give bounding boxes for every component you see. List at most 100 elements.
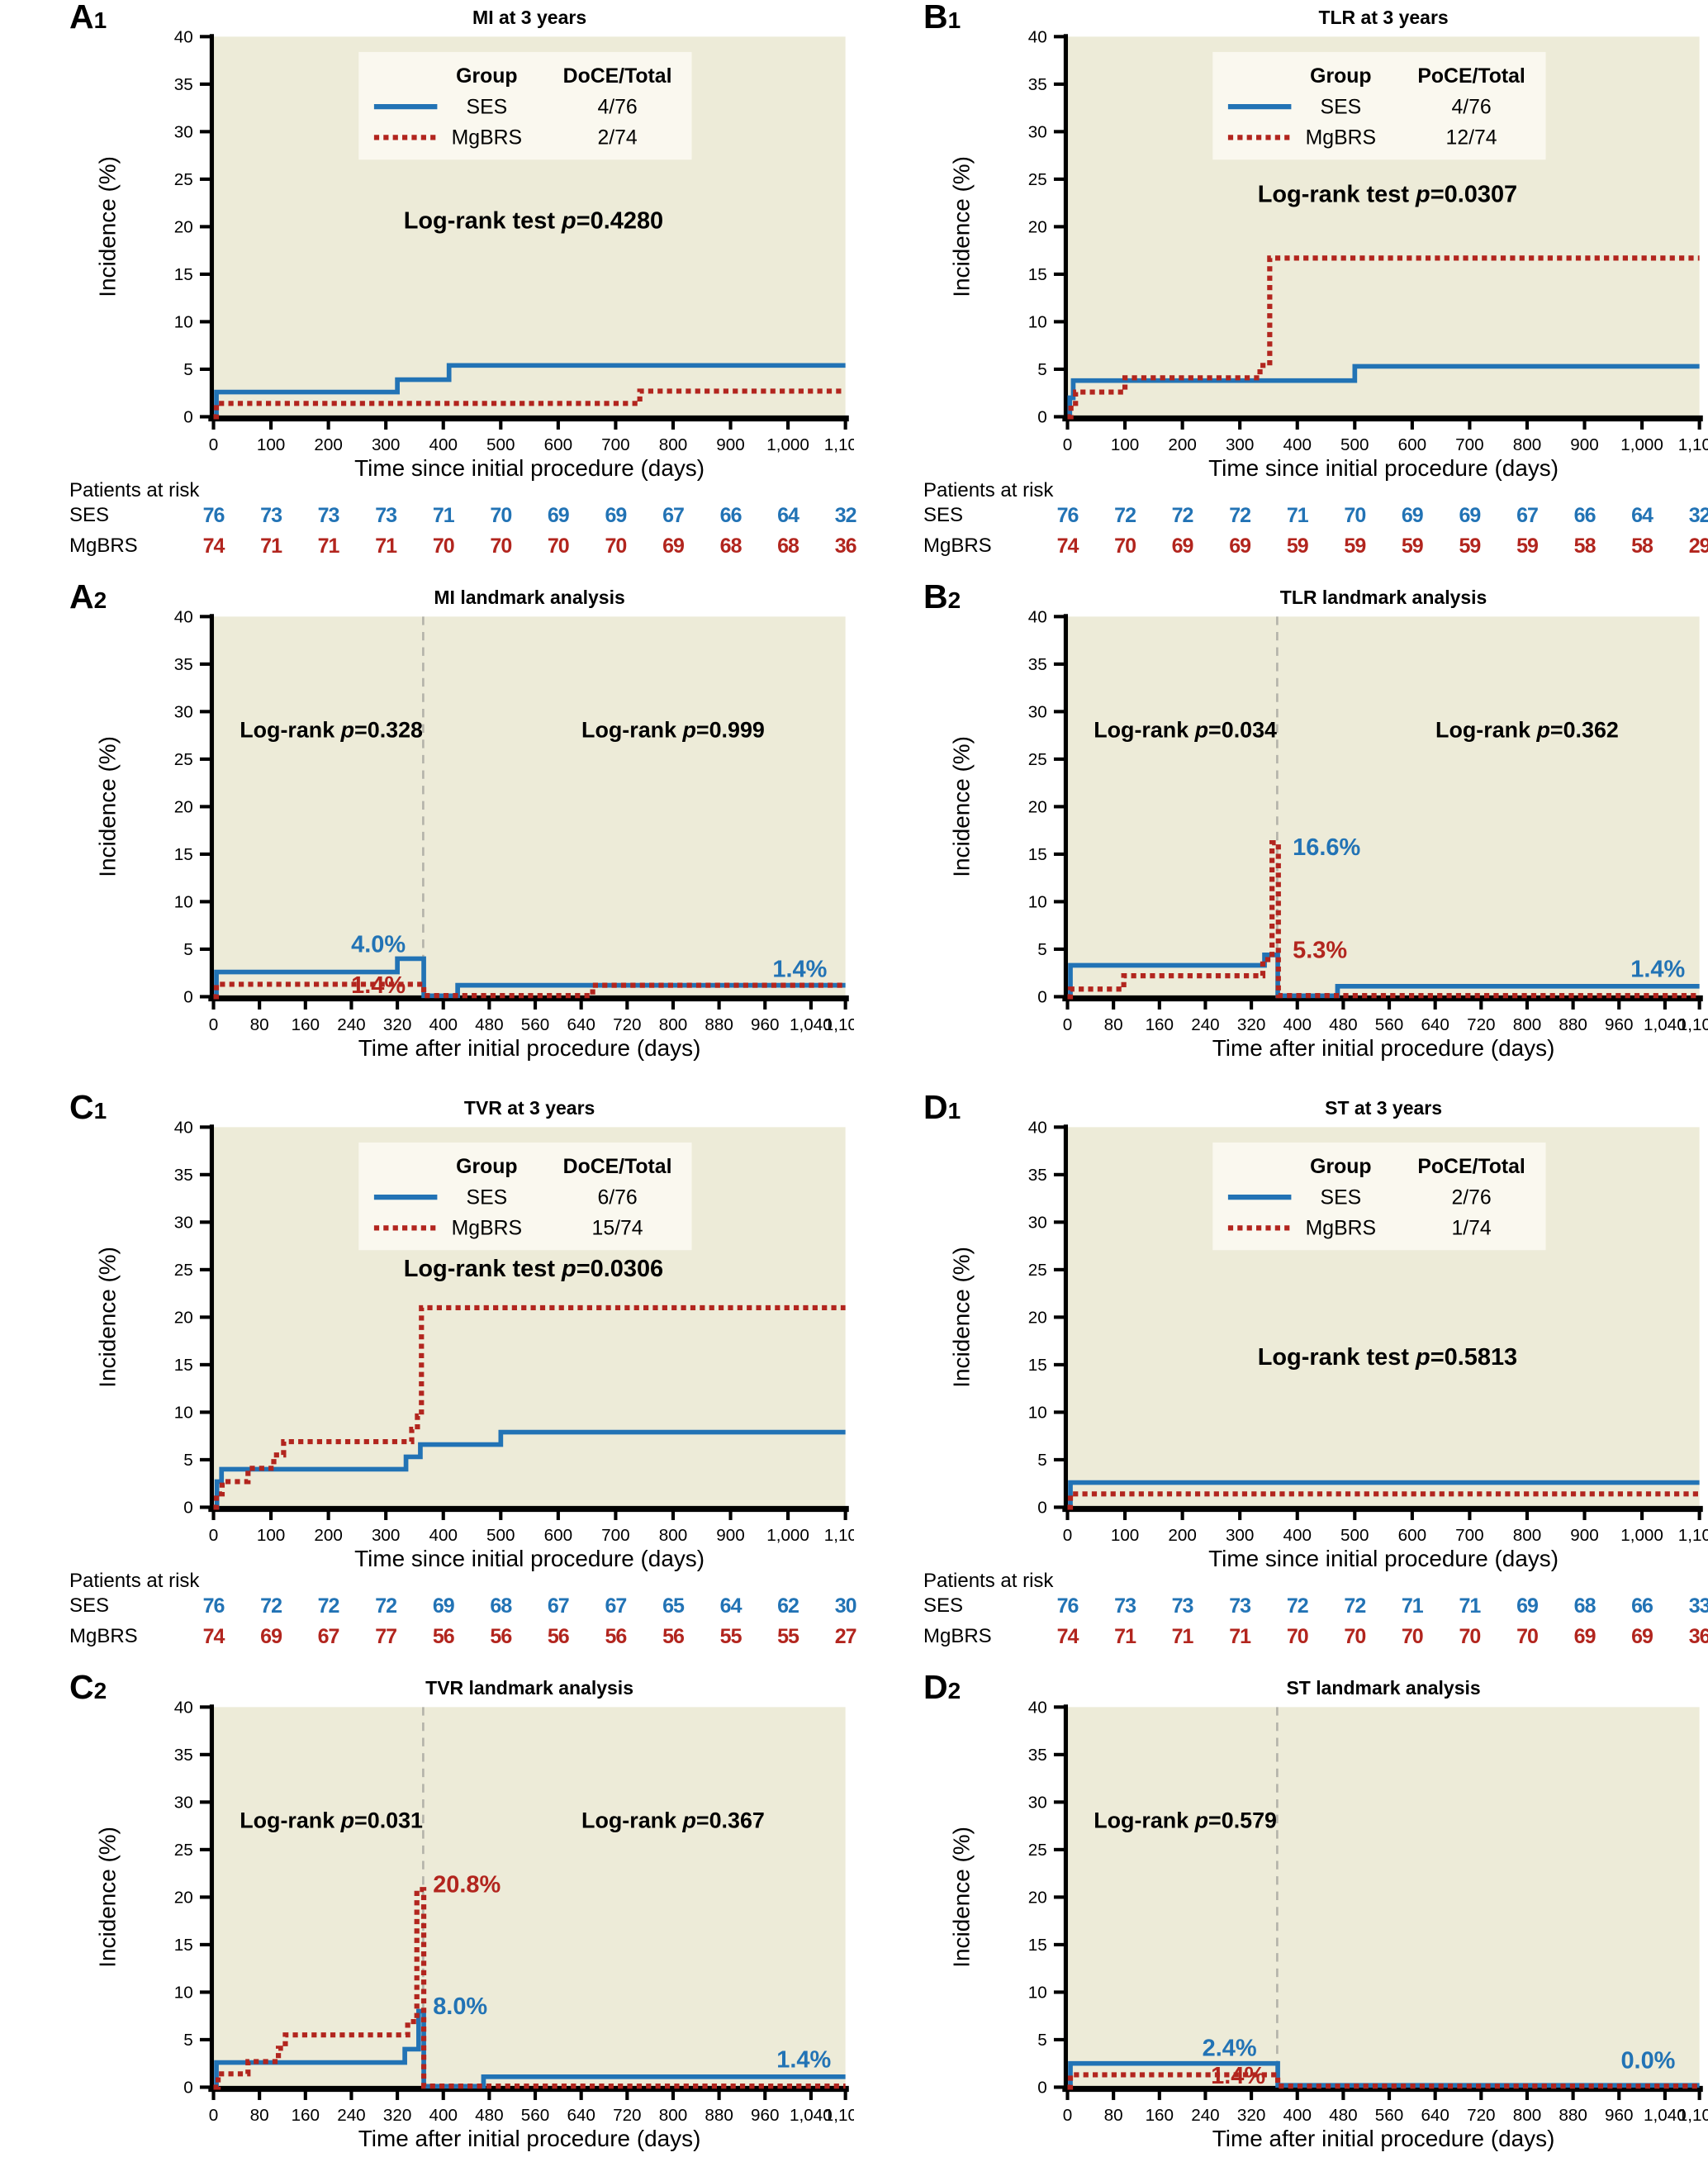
svg-text:400: 400 [429, 1526, 458, 1545]
risk-value: 66 [1631, 1594, 1653, 1618]
svg-text:5: 5 [183, 2031, 193, 2050]
risk-value: 32 [834, 504, 857, 527]
logrank-text-2: Log-rank p=0.367 [581, 1808, 765, 1832]
annotation-00-ses: 0.0% [1620, 2047, 1675, 2074]
svg-text:500: 500 [486, 1526, 515, 1545]
legend-group-header: Group [456, 1156, 517, 1178]
svg-text:30: 30 [174, 123, 193, 142]
y-axis: 0 5 10 15 20 25 30 35 40 [1028, 1699, 1066, 2098]
svg-text:960: 960 [1605, 2106, 1633, 2125]
panel-B1: B1 TLR at 3 years 0 5 10 15 20 25 30 35 40 0 100 200 3… [854, 0, 1708, 580]
risk-value: 70 [1459, 1625, 1482, 1648]
risk-row-ses: SES 76 72 72 72 71 70 69 69 67 66 64 32 [854, 504, 1708, 532]
risk-row-mgbrs: MgBRS 74 69 67 77 56 56 56 56 56 55 55 27 [0, 1625, 857, 1653]
svg-text:5: 5 [183, 940, 193, 959]
y-axis-title: Incidence (%) [949, 1827, 975, 1968]
svg-text:35: 35 [1028, 75, 1047, 94]
svg-text:100: 100 [1111, 435, 1139, 454]
svg-text:800: 800 [659, 2106, 687, 2125]
svg-text:25: 25 [174, 1841, 193, 1860]
y-axis: 0 5 10 15 20 25 30 35 40 [174, 1699, 212, 2098]
series-ses-line [213, 363, 846, 420]
svg-text:15: 15 [174, 1356, 193, 1375]
svg-text:500: 500 [1340, 1526, 1369, 1545]
legend-group-header: Group [1310, 1156, 1371, 1178]
legend-ratio-ses: 4/76 [1451, 96, 1491, 118]
svg-text:25: 25 [1028, 750, 1047, 769]
risk-value: 73 [317, 504, 340, 527]
svg-text:80: 80 [1104, 1015, 1123, 1034]
legend-ratio-header: DoCE/Total [563, 1156, 672, 1178]
risk-value: 72 [317, 1594, 340, 1618]
svg-text:1,000: 1,000 [1620, 435, 1663, 454]
panel-A2: A2 MI landmark analysis 0 5 10 15 20 25 30 35 40 0 8… [0, 580, 854, 1090]
svg-text:900: 900 [716, 1526, 744, 1545]
risk-value: 76 [1056, 504, 1079, 527]
risk-value: 71 [1401, 1594, 1424, 1618]
svg-text:400: 400 [1283, 1015, 1312, 1034]
svg-text:1,100: 1,100 [1678, 2106, 1708, 2125]
svg-text:560: 560 [1375, 1015, 1403, 1034]
x-axis-title: Time after initial procedure (days) [1212, 1035, 1555, 1061]
svg-text:30: 30 [1028, 123, 1047, 142]
risk-value: 62 [777, 1594, 799, 1618]
x-axis-title: Time since initial procedure (days) [354, 1546, 705, 1571]
svg-text:560: 560 [1375, 2106, 1403, 2125]
svg-text:10: 10 [174, 313, 193, 332]
svg-text:0: 0 [1063, 1015, 1073, 1034]
svg-text:30: 30 [1028, 703, 1047, 722]
svg-text:0: 0 [183, 988, 193, 1007]
svg-text:35: 35 [174, 655, 193, 674]
svg-text:35: 35 [1028, 1746, 1047, 1765]
svg-text:10: 10 [1028, 313, 1047, 332]
svg-text:200: 200 [314, 1526, 342, 1545]
logrank-text-1: Log-rank test p=0.5813 [1258, 1344, 1517, 1371]
svg-text:880: 880 [705, 2106, 733, 2125]
panel-title-C2: TVR landmark analysis [425, 1677, 633, 1699]
logrank-text-1: Log-rank p=0.031 [240, 1808, 423, 1832]
x-axis-title: Time since initial procedure (days) [1208, 455, 1559, 481]
annotation-208-mgbrs: 20.8% [433, 1872, 501, 1898]
svg-text:900: 900 [1570, 1526, 1598, 1545]
risk-value: 67 [605, 1594, 628, 1618]
series-ses-line [213, 956, 846, 1000]
risk-value: 71 [1114, 1625, 1136, 1648]
svg-text:1,100: 1,100 [824, 1015, 854, 1034]
svg-text:35: 35 [174, 75, 193, 94]
svg-text:800: 800 [1513, 1015, 1541, 1034]
annotation-14-mgbrs: 1.4% [1211, 2063, 1265, 2089]
svg-text:0: 0 [183, 408, 193, 427]
panel-title-A2: MI landmark analysis [434, 587, 625, 608]
annotation-14-ses: 1.4% [776, 2046, 831, 2073]
svg-text:880: 880 [1559, 1015, 1587, 1034]
svg-text:700: 700 [601, 435, 629, 454]
patients-at-risk-label: Patients at risk [923, 479, 1054, 501]
risk-row-mgbrs: MgBRS 74 70 69 69 59 59 59 59 59 58 58 29 [854, 535, 1708, 563]
risk-value: 70 [1114, 535, 1136, 558]
svg-text:25: 25 [174, 1261, 193, 1280]
risk-value: 58 [1573, 535, 1597, 558]
risk-value: 68 [490, 1594, 512, 1618]
x-axis: 0 100 200 300 400 500 600 700 800 900 1,000 1,100 [209, 418, 854, 454]
svg-text:40: 40 [174, 28, 193, 47]
risk-row-name-mgbrs: MgBRS [923, 1625, 992, 1647]
risk-value: 64 [1631, 504, 1653, 527]
x-axis: 0 80 160 240 320 400 480 560 640 720 800 880 960 1,04… [209, 998, 854, 1034]
svg-text:200: 200 [1168, 435, 1196, 454]
risk-row-name-mgbrs: MgBRS [923, 535, 992, 557]
risk-value: 56 [605, 1625, 628, 1648]
svg-text:400: 400 [1283, 1526, 1312, 1545]
svg-text:1,000: 1,000 [1620, 1526, 1663, 1545]
svg-text:1,040: 1,040 [1644, 1015, 1687, 1034]
svg-text:100: 100 [257, 435, 285, 454]
svg-text:30: 30 [1028, 1794, 1047, 1813]
svg-text:35: 35 [1028, 1166, 1047, 1185]
series-mgbrs-line [213, 388, 846, 420]
risk-value: 30 [834, 1594, 857, 1618]
svg-text:500: 500 [1340, 435, 1369, 454]
svg-text:300: 300 [372, 435, 400, 454]
